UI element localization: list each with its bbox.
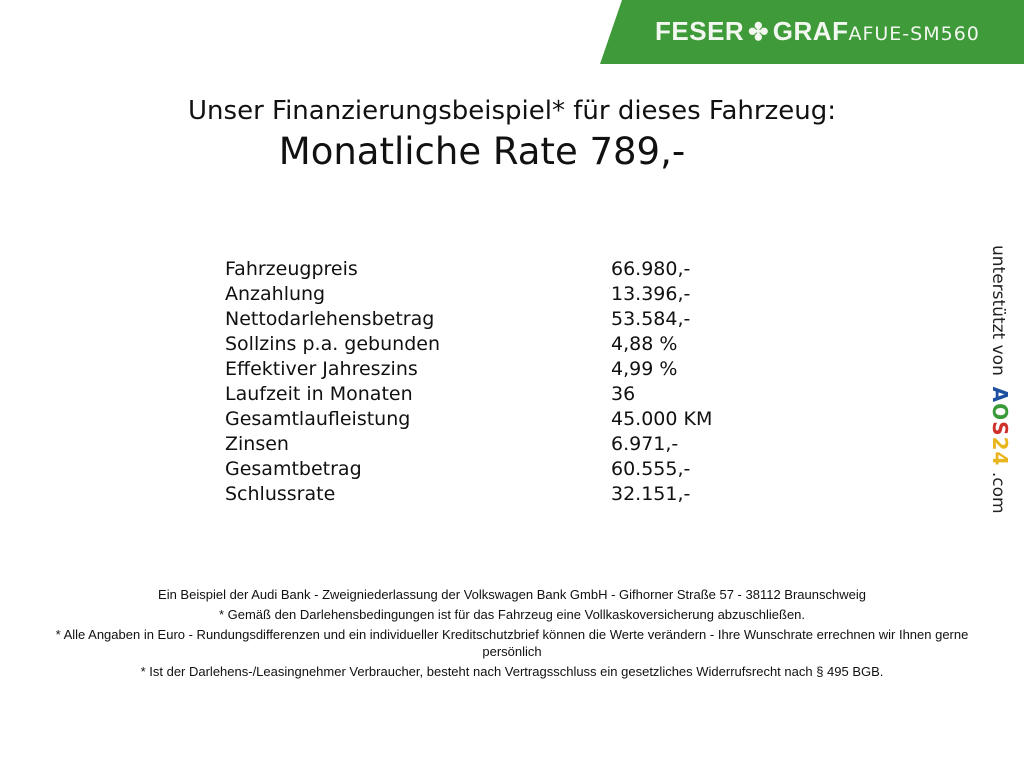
row-value: 13.396,- xyxy=(611,283,691,305)
footer-line: * Gemäß den Darlehensbedingungen ist für… xyxy=(218,607,806,622)
row-label: Anzahlung xyxy=(225,283,326,305)
table-row: Schlussrate 32.151,- xyxy=(225,483,745,508)
footer-line: * Alle Angaben in Euro - Rundungsdiffere… xyxy=(55,627,969,659)
footer-disclaimer: Ein Beispiel der Audi Bank - Zweignieder… xyxy=(40,586,984,683)
supported-by: unterstützt von AOS24 .com xyxy=(988,245,1012,514)
row-label: Gesamtlaufleistung xyxy=(225,408,411,430)
table-row: Nettodarlehensbetrag 53.584,- xyxy=(225,308,745,333)
monthly-rate: Monatliche Rate 789,- xyxy=(278,130,686,173)
row-value: 36 xyxy=(611,383,636,405)
aos24-logo: AOS24 xyxy=(988,387,1012,467)
brand-left: FESER xyxy=(655,16,745,46)
vehicle-code: AFUE-SM560 xyxy=(848,23,980,45)
table-row: Fahrzeugpreis 66.980,- xyxy=(225,258,745,283)
table-row: Gesamtbetrag 60.555,- xyxy=(225,458,745,483)
row-label: Sollzins p.a. gebunden xyxy=(225,333,440,355)
logo-24: 24 xyxy=(988,436,1012,467)
brand-right: GRAF xyxy=(772,16,849,46)
table-row: Zinsen 6.971,- xyxy=(225,433,745,458)
clover-icon: ✤ xyxy=(748,19,769,46)
row-value: 32.151,- xyxy=(611,483,691,505)
logo-s: S xyxy=(988,421,1012,437)
table-row: Gesamtlaufleistung 45.000 KM xyxy=(225,408,745,433)
row-value: 60.555,- xyxy=(611,458,691,480)
logo-a: A xyxy=(988,386,1012,404)
row-value: 53.584,- xyxy=(611,308,691,330)
table-row: Sollzins p.a. gebunden 4,88 % xyxy=(225,333,745,358)
row-label: Schlussrate xyxy=(225,483,336,505)
table-row: Laufzeit in Monaten 36 xyxy=(225,383,745,408)
row-value: 6.971,- xyxy=(611,433,679,455)
table-row: Effektiver Jahreszins 4,99 % xyxy=(225,358,745,383)
row-label: Zinsen xyxy=(225,433,289,455)
supported-by-label: unterstützt von xyxy=(988,245,1008,376)
row-value: 66.980,- xyxy=(611,258,691,280)
row-label: Laufzeit in Monaten xyxy=(225,383,413,405)
footer-line: * Ist der Darlehens-/Leasingnehmer Verbr… xyxy=(140,664,884,679)
brand-logo: FESER ✤ GRAFAFUE-SM560 xyxy=(655,16,980,47)
footer-line: Ein Beispiel der Audi Bank - Zweignieder… xyxy=(158,587,866,602)
row-label: Gesamtbetrag xyxy=(225,458,362,480)
row-value: 4,88 % xyxy=(611,333,678,355)
brand-banner: FESER ✤ GRAFAFUE-SM560 xyxy=(600,0,1024,64)
row-value: 4,99 % xyxy=(611,358,678,380)
finance-table: Fahrzeugpreis 66.980,- Anzahlung 13.396,- Ne… xyxy=(225,258,745,508)
logo-suffix: .com xyxy=(988,471,1008,514)
monthly-rate-title: Monatliche Rate 789,- xyxy=(0,130,1024,173)
title-line1: Unser Finanzierungsbeispiel* für dieses … xyxy=(188,96,836,126)
logo-o: O xyxy=(988,403,1012,422)
row-label: Effektiver Jahreszins xyxy=(225,358,418,380)
row-label: Fahrzeugpreis xyxy=(225,258,358,280)
row-value: 45.000 KM xyxy=(611,408,713,430)
row-label: Nettodarlehensbetrag xyxy=(225,308,435,330)
table-row: Anzahlung 13.396,- xyxy=(225,283,745,308)
